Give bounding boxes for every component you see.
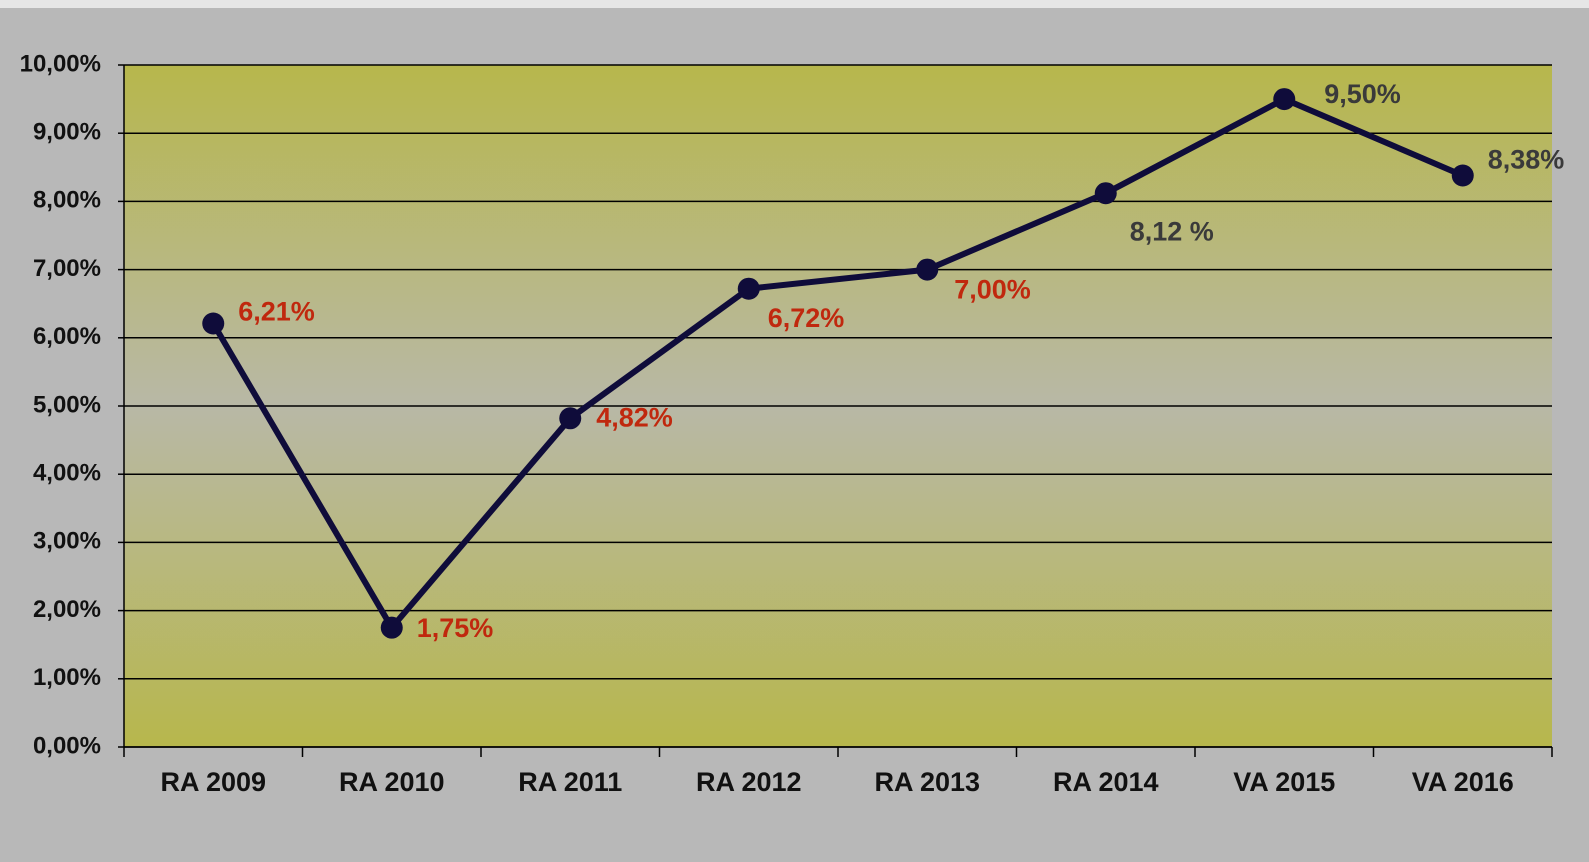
x-tick-label: RA 2012 (696, 767, 802, 797)
x-tick-label: RA 2014 (1053, 767, 1159, 797)
data-label: 4,82% (596, 402, 673, 432)
y-tick-label: 0,00% (33, 732, 101, 759)
marker (916, 258, 939, 281)
data-label: 8,38% (1488, 145, 1565, 175)
marker (1094, 182, 1117, 205)
top-strip (0, 0, 1589, 8)
y-tick-label: 8,00% (33, 187, 101, 214)
marker (559, 407, 582, 430)
y-tick-label: 1,00% (33, 664, 101, 691)
y-tick-label: 4,00% (33, 460, 101, 487)
data-label: 7,00% (954, 275, 1031, 305)
marker (202, 312, 225, 335)
marker (1273, 88, 1296, 111)
y-tick-label: 10,00% (20, 50, 101, 77)
y-tick-label: 9,00% (33, 119, 101, 146)
x-tick-label: RA 2009 (160, 767, 266, 797)
y-tick-label: 2,00% (33, 596, 101, 623)
data-label: 1,75% (417, 613, 494, 643)
x-tick-label: RA 2013 (874, 767, 980, 797)
y-tick-label: 5,00% (33, 391, 101, 418)
data-label: 8,12 % (1130, 216, 1214, 246)
x-tick-label: VA 2016 (1412, 767, 1514, 797)
marker (737, 277, 760, 300)
x-tick-label: VA 2015 (1233, 767, 1335, 797)
x-tick-label: RA 2010 (339, 767, 445, 797)
y-tick-label: 6,00% (33, 323, 101, 350)
data-label: 9,50% (1324, 79, 1401, 109)
y-tick-label: 7,00% (33, 255, 101, 282)
y-tick-label: 3,00% (33, 528, 101, 555)
x-tick-label: RA 2011 (518, 767, 622, 797)
data-label: 6,21% (238, 297, 315, 327)
marker (1451, 164, 1474, 187)
marker (380, 616, 403, 639)
data-label: 6,72% (768, 303, 845, 333)
line (210, 96, 1464, 631)
